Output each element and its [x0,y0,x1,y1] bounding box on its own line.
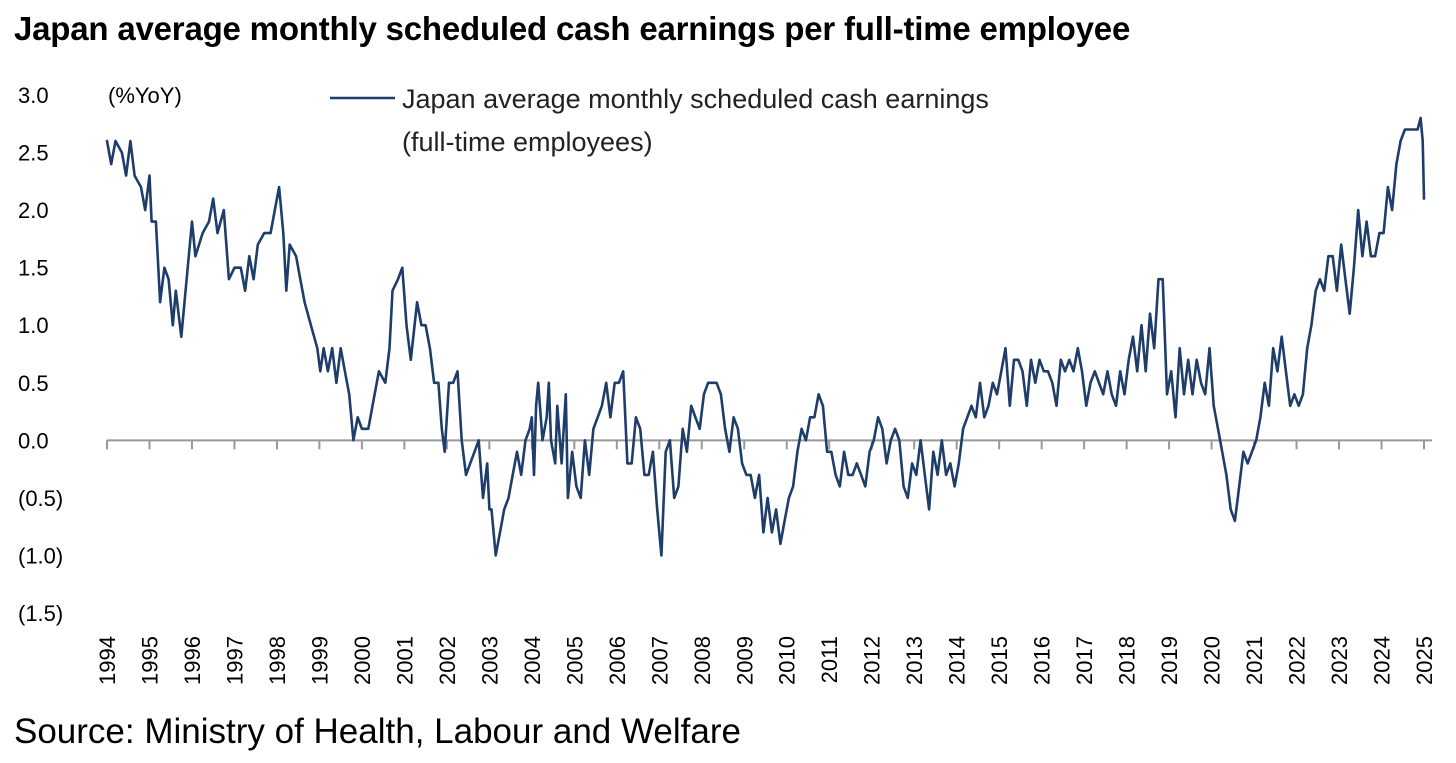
x-tick-label: 2004 [520,636,545,685]
x-tick-label: 1996 [180,636,205,685]
x-tick-label: 2000 [350,636,375,685]
x-tick-label: 2023 [1327,636,1352,685]
x-tick-label: 2019 [1157,636,1182,685]
x-tick-label: 2009 [732,636,757,685]
x-tick-label: 2016 [1030,636,1055,685]
x-tick-label: 2017 [1072,636,1097,685]
x-tick-label: 2008 [690,636,715,685]
x-tick-label: 1995 [137,636,162,685]
x-tick-label: 1997 [222,636,247,685]
x-tick-label: 2003 [477,636,502,685]
source-note: Source: Ministry of Health, Labour and W… [14,712,741,751]
chart-title: Japan average monthly scheduled cash ear… [14,10,1131,47]
x-tick-label: 2005 [562,636,587,685]
y-tick-label: 1.5 [18,256,49,281]
y-tick-label: (1.0) [18,543,63,568]
y-tick-label: 1.0 [18,313,49,338]
y-tick-label: 0.5 [18,371,49,396]
x-tick-label: 2021 [1242,636,1267,685]
legend-label-line-2: (full-time employees) [402,127,653,157]
x-tick-label: 2022 [1285,636,1310,685]
series-line-earnings [105,116,1426,557]
x-tick-label: 2001 [392,636,417,685]
y-tick-label: 0.0 [18,428,49,453]
x-tick-label: 2018 [1115,636,1140,685]
y-tick-label: (0.5) [18,486,63,511]
y-unit-label: (%YoY) [108,83,182,108]
x-tick-label: 1998 [265,636,290,685]
y-tick-label: 2.5 [18,141,49,166]
y-tick-label: (1.5) [18,601,63,626]
x-tick-label: 2006 [605,636,630,685]
legend: Japan average monthly scheduled cash ear… [330,84,989,157]
x-tick-label: 2012 [860,636,885,685]
x-tick-label: 2011 [817,636,842,683]
x-tick-label: 2007 [647,636,672,685]
y-tick-label: 2.0 [18,198,49,223]
legend-label-line-1: Japan average monthly scheduled cash ear… [402,84,989,114]
x-tick-label: 1994 [95,636,120,685]
y-axis-ticks: 3.0 2.5 2.0 1.5 1.0 0.5 0.0 (0.5) (1.0) (1.5) [18,83,63,626]
x-tick-label: 1999 [307,636,332,685]
x-axis-ticks: 1994 1995 1996 1997 1998 1999 2000 2001 2002 2003… [95,440,1437,685]
x-tick-label: 2010 [775,636,800,685]
x-tick-label: 2013 [902,636,927,685]
x-tick-label: 2024 [1370,636,1395,685]
y-tick-label: 3.0 [18,83,49,108]
x-tick-label: 2015 [987,636,1012,685]
x-tick-label: 2025 [1412,636,1437,685]
x-tick-label: 2014 [945,636,970,685]
x-tick-label: 2020 [1200,636,1225,685]
x-tick-label: 2002 [435,636,460,685]
